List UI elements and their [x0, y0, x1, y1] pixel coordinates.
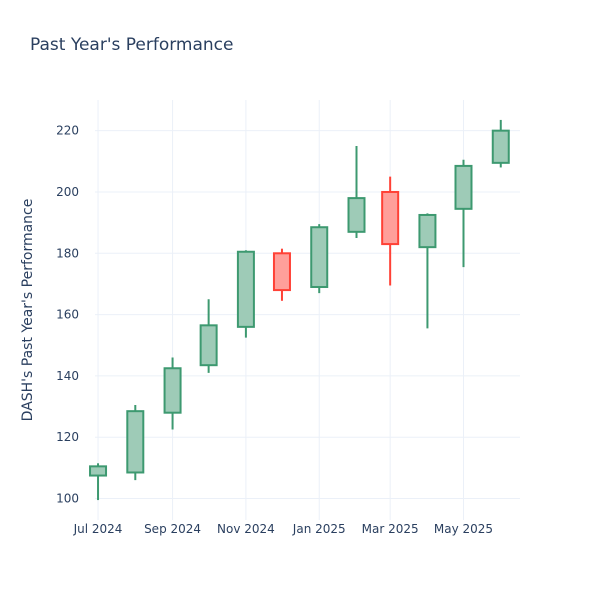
candle: [199, 299, 218, 373]
x-tick-label: Nov 2024: [217, 522, 275, 536]
y-tick-label: 160: [56, 308, 79, 322]
x-tick-label: Sep 2024: [144, 522, 201, 536]
candles: [89, 119, 510, 501]
y-axis-ticks: 100 120 140 160 180 200 220: [56, 124, 79, 506]
y-tick-label: 200: [56, 185, 79, 199]
candle-body: [381, 190, 400, 246]
candle: [272, 248, 291, 301]
x-axis-ticks: Jul 2024 Sep 2024 Nov 2024 Jan 2025 Mar 2025…: [73, 522, 493, 536]
y-tick-label: 140: [56, 369, 79, 383]
candle: [491, 119, 510, 168]
chart-title: Past Year's Performance: [30, 35, 234, 55]
y-tick-label: 100: [56, 492, 79, 506]
gridlines: [95, 100, 520, 520]
candle-body: [272, 252, 291, 292]
candle: [381, 176, 400, 286]
candle-body: [126, 410, 145, 474]
candle: [163, 357, 182, 430]
y-axis-label: DASH's Past Year's Performance: [20, 199, 36, 422]
candle-body: [418, 213, 437, 249]
candle-body: [310, 226, 329, 289]
candle: [89, 463, 108, 501]
candle: [454, 159, 473, 268]
candle: [310, 224, 329, 294]
candle: [418, 213, 437, 329]
x-tick-label: Mar 2025: [362, 522, 419, 536]
candle: [347, 145, 366, 238]
x-tick-label: Jan 2025: [292, 522, 346, 536]
y-tick-label: 220: [56, 124, 79, 138]
x-tick-label: May 2025: [434, 522, 493, 536]
y-tick-label: 120: [56, 430, 79, 444]
candle: [126, 405, 145, 481]
candle: [236, 250, 255, 338]
candle-body: [454, 164, 473, 210]
candle-body: [347, 197, 366, 233]
candle-body: [236, 250, 255, 328]
candle-body: [199, 324, 218, 367]
candle-body: [89, 465, 108, 477]
x-tick-label: Jul 2024: [73, 522, 123, 536]
y-tick-label: 180: [56, 246, 79, 260]
candle-body: [491, 129, 510, 164]
candle-body: [163, 367, 182, 414]
